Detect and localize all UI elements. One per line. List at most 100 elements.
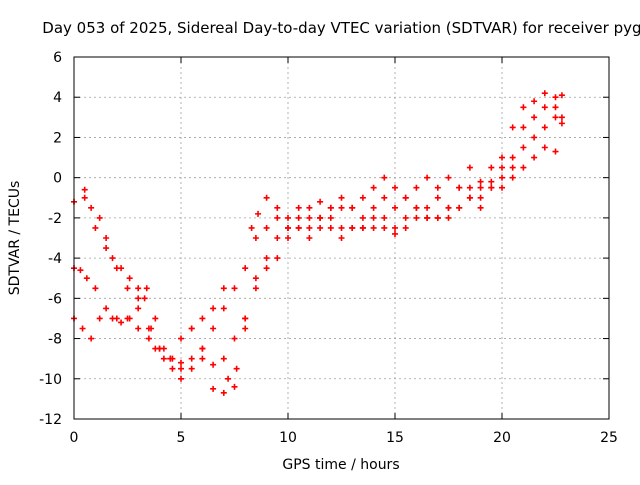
data-point xyxy=(295,214,302,221)
data-point xyxy=(124,285,131,292)
data-point xyxy=(359,194,366,201)
data-point xyxy=(88,204,95,211)
data-point xyxy=(413,214,420,221)
data-point xyxy=(370,184,377,191)
data-point xyxy=(520,104,527,111)
data-point xyxy=(145,335,152,342)
data-point xyxy=(445,174,452,181)
data-point xyxy=(520,164,527,171)
data-point xyxy=(242,325,249,332)
x-tick-label: 25 xyxy=(600,430,618,446)
data-point xyxy=(434,194,441,201)
data-point xyxy=(148,325,155,332)
data-point xyxy=(220,355,227,362)
data-point xyxy=(531,98,538,105)
series-4 xyxy=(81,90,565,382)
data-point xyxy=(285,235,291,241)
series-layer xyxy=(71,90,565,396)
data-point xyxy=(541,144,548,151)
x-tick-label: 5 xyxy=(177,430,186,446)
series-2 xyxy=(71,114,565,368)
data-point xyxy=(552,148,559,155)
data-point xyxy=(370,214,377,221)
data-point xyxy=(381,194,388,201)
plot-frame xyxy=(73,56,610,420)
data-point xyxy=(424,204,431,211)
data-point xyxy=(274,255,281,262)
data-point xyxy=(81,194,88,201)
y-axis-label: SDTVAR / TECUs xyxy=(7,181,23,296)
data-point xyxy=(488,178,495,185)
data-point xyxy=(456,204,463,211)
data-point xyxy=(499,164,505,171)
data-point xyxy=(92,224,99,231)
data-point xyxy=(77,267,84,274)
data-point xyxy=(531,154,538,161)
data-point xyxy=(220,389,227,396)
x-tick-label: 10 xyxy=(279,430,297,446)
data-point xyxy=(509,164,516,171)
data-point xyxy=(96,214,103,221)
data-point xyxy=(466,184,473,191)
data-point xyxy=(317,198,324,205)
data-point xyxy=(242,265,249,272)
data-point xyxy=(359,224,366,231)
data-point xyxy=(456,184,463,191)
data-point xyxy=(295,224,302,231)
data-point xyxy=(413,184,420,191)
data-point xyxy=(285,214,291,221)
data-point xyxy=(317,224,324,231)
data-point xyxy=(225,375,232,382)
data-point xyxy=(199,315,206,322)
data-point xyxy=(81,186,88,193)
data-point xyxy=(96,315,103,322)
data-point xyxy=(109,255,116,262)
data-point xyxy=(231,285,238,292)
y-tick-label: -8 xyxy=(48,332,62,348)
data-point xyxy=(103,235,110,241)
data-point xyxy=(477,184,484,191)
data-point xyxy=(499,174,505,181)
data-point xyxy=(252,275,259,282)
data-point xyxy=(295,204,302,211)
data-point xyxy=(188,365,195,372)
data-point xyxy=(274,214,281,221)
data-point xyxy=(317,214,324,221)
data-point xyxy=(156,345,163,352)
data-point xyxy=(178,359,184,366)
data-point xyxy=(103,305,110,312)
data-point xyxy=(402,214,409,221)
data-point xyxy=(306,224,313,231)
data-point xyxy=(242,315,249,322)
data-point xyxy=(424,214,431,221)
data-point xyxy=(359,214,366,221)
data-point xyxy=(231,383,238,390)
data-point xyxy=(188,325,195,332)
data-point xyxy=(445,204,452,211)
data-point xyxy=(210,325,217,332)
y-tick-label: 4 xyxy=(53,90,62,106)
data-point xyxy=(135,305,142,312)
data-point xyxy=(252,235,259,241)
data-point xyxy=(424,174,431,181)
data-point xyxy=(370,224,377,231)
data-point xyxy=(520,124,527,131)
data-point xyxy=(178,375,184,382)
data-point xyxy=(488,184,495,191)
series-3 xyxy=(71,144,559,396)
data-point xyxy=(445,214,452,221)
y-tick-label: 2 xyxy=(53,130,62,146)
x-axis-label: GPS time / hours xyxy=(282,457,399,473)
data-point xyxy=(413,204,420,211)
data-point xyxy=(338,194,345,201)
data-point xyxy=(520,144,527,151)
data-point xyxy=(231,335,238,342)
data-point xyxy=(306,214,313,221)
data-point xyxy=(79,325,86,332)
data-point xyxy=(338,224,345,231)
data-point xyxy=(338,204,345,211)
y-tick-label: -12 xyxy=(39,412,62,428)
data-point xyxy=(210,361,217,368)
data-point xyxy=(141,295,148,302)
